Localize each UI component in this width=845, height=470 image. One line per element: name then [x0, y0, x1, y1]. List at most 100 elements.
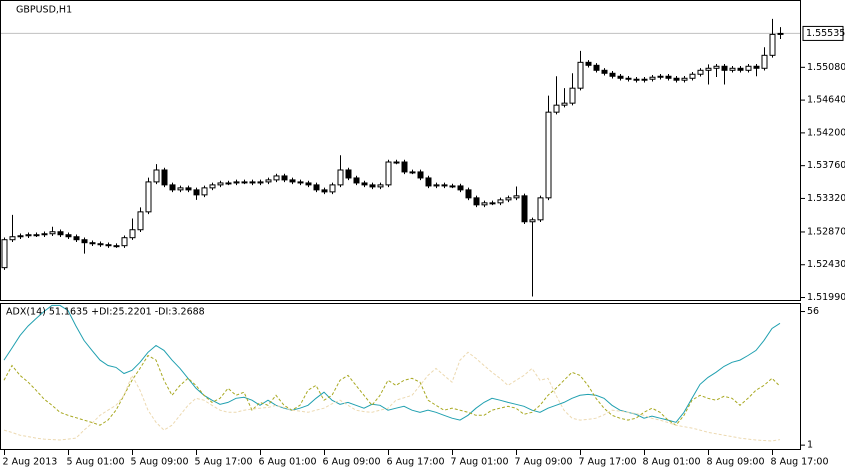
candle-body	[649, 76, 656, 80]
x-tick-label: 5 Aug 01:00	[67, 457, 125, 468]
candle-body	[401, 161, 408, 173]
x-tick-label: 8 Aug 01:00	[643, 457, 701, 468]
candle-body	[657, 75, 664, 78]
axes: 1.55080 1.54640 1.54200 1.53760 1.53320 1.528…	[3, 25, 845, 468]
candle-body	[97, 243, 104, 246]
candle-body	[369, 184, 376, 188]
candle-body	[217, 182, 224, 186]
candle-body	[385, 161, 392, 186]
y-tick-label: 56	[807, 306, 819, 317]
y-tick-label: 1	[807, 440, 813, 451]
candle-body	[49, 231, 56, 235]
candle-body	[489, 202, 496, 205]
y-tick-label: 1.51990	[807, 292, 845, 303]
candle-body	[33, 234, 40, 237]
x-tick-label: 7 Aug 17:00	[579, 457, 637, 468]
candle-body	[513, 195, 520, 199]
candle-body	[321, 189, 328, 193]
candle-body	[89, 242, 96, 245]
candle-body	[161, 169, 168, 186]
candle-body	[681, 77, 688, 81]
candle-body	[105, 244, 112, 247]
candle-body	[185, 187, 192, 191]
candle-body	[441, 184, 448, 187]
candle-body	[505, 197, 512, 201]
candle-body	[585, 61, 592, 66]
candle-body	[593, 64, 600, 71]
x-tick-label: 6 Aug 01:00	[259, 457, 317, 468]
x-tick-label: 7 Aug 09:00	[515, 457, 573, 468]
price-label-box	[802, 25, 844, 41]
candle-body	[641, 78, 648, 81]
candle-body	[697, 69, 704, 75]
x-tick-label: 5 Aug 17:00	[195, 457, 253, 468]
candle-body	[737, 67, 744, 71]
candle-body	[209, 184, 216, 189]
y-tick-label: 1.54200	[807, 127, 845, 138]
candle-body	[569, 87, 576, 104]
candle-body	[65, 234, 72, 238]
candle-body	[609, 72, 616, 77]
candle-body	[169, 184, 176, 191]
indicator-plot	[3, 304, 781, 442]
x-tick-label: 5 Aug 09:00	[131, 457, 189, 468]
candle-body	[345, 169, 352, 179]
candle-body	[177, 187, 184, 191]
candle-body	[745, 65, 752, 71]
candle-body	[1, 239, 8, 269]
candle-body	[537, 197, 544, 221]
x-tick-label: 7 Aug 01:00	[451, 457, 509, 468]
candle-body	[265, 179, 272, 183]
candle-body	[457, 185, 464, 191]
x-tick-label: 6 Aug 17:00	[387, 457, 445, 468]
candle-body	[337, 169, 344, 186]
candle-body	[233, 181, 240, 184]
candle-body	[665, 75, 672, 79]
candle-body	[57, 231, 64, 236]
candle-body	[81, 239, 88, 244]
x-tick-label: 2 Aug 2013	[3, 457, 58, 468]
candle-body	[625, 77, 632, 80]
candle-body	[561, 102, 568, 106]
candle-body	[473, 197, 480, 206]
candle-body	[777, 32, 784, 35]
candle-body	[729, 67, 736, 71]
y-tick-label: 1.54640	[807, 95, 845, 106]
candle-body	[449, 185, 456, 188]
candle-body	[553, 104, 560, 113]
candle-body	[497, 199, 504, 204]
candle-body	[257, 181, 264, 184]
candle-body	[673, 77, 680, 81]
candle-body	[145, 181, 152, 213]
indicator-panel-frame	[0, 303, 801, 450]
candle-body	[521, 195, 528, 223]
candle-body	[353, 177, 360, 184]
candle-body	[305, 182, 312, 186]
y-tick-label: 1.53320	[807, 193, 845, 204]
chart-title: GBPUSD,H1	[16, 5, 72, 16]
candle-body	[193, 189, 200, 196]
y-tick-label: 1.52430	[807, 259, 845, 270]
candle-body	[433, 184, 440, 187]
candle-body	[297, 181, 304, 184]
candle-body	[617, 75, 624, 79]
indicator-line	[3, 304, 781, 423]
candle-body	[577, 61, 584, 89]
x-tick-label: 6 Aug 09:00	[323, 457, 381, 468]
x-tick-label: 8 Aug 09:00	[707, 457, 765, 468]
candle-body	[705, 67, 712, 71]
candle-body	[41, 233, 48, 236]
y-tick-label: 1.55080	[807, 62, 845, 73]
candle-body	[529, 219, 536, 223]
candle-body	[753, 65, 760, 69]
candle-body	[633, 78, 640, 81]
candle-body	[225, 182, 232, 185]
candle-body	[249, 181, 256, 184]
indicator-line	[3, 351, 781, 442]
candle-body	[121, 237, 128, 247]
price-label: 1.55535	[806, 28, 845, 39]
candle-body	[289, 179, 296, 183]
candle-body	[545, 111, 552, 199]
candle-body	[713, 65, 720, 69]
candle-body	[417, 171, 424, 179]
